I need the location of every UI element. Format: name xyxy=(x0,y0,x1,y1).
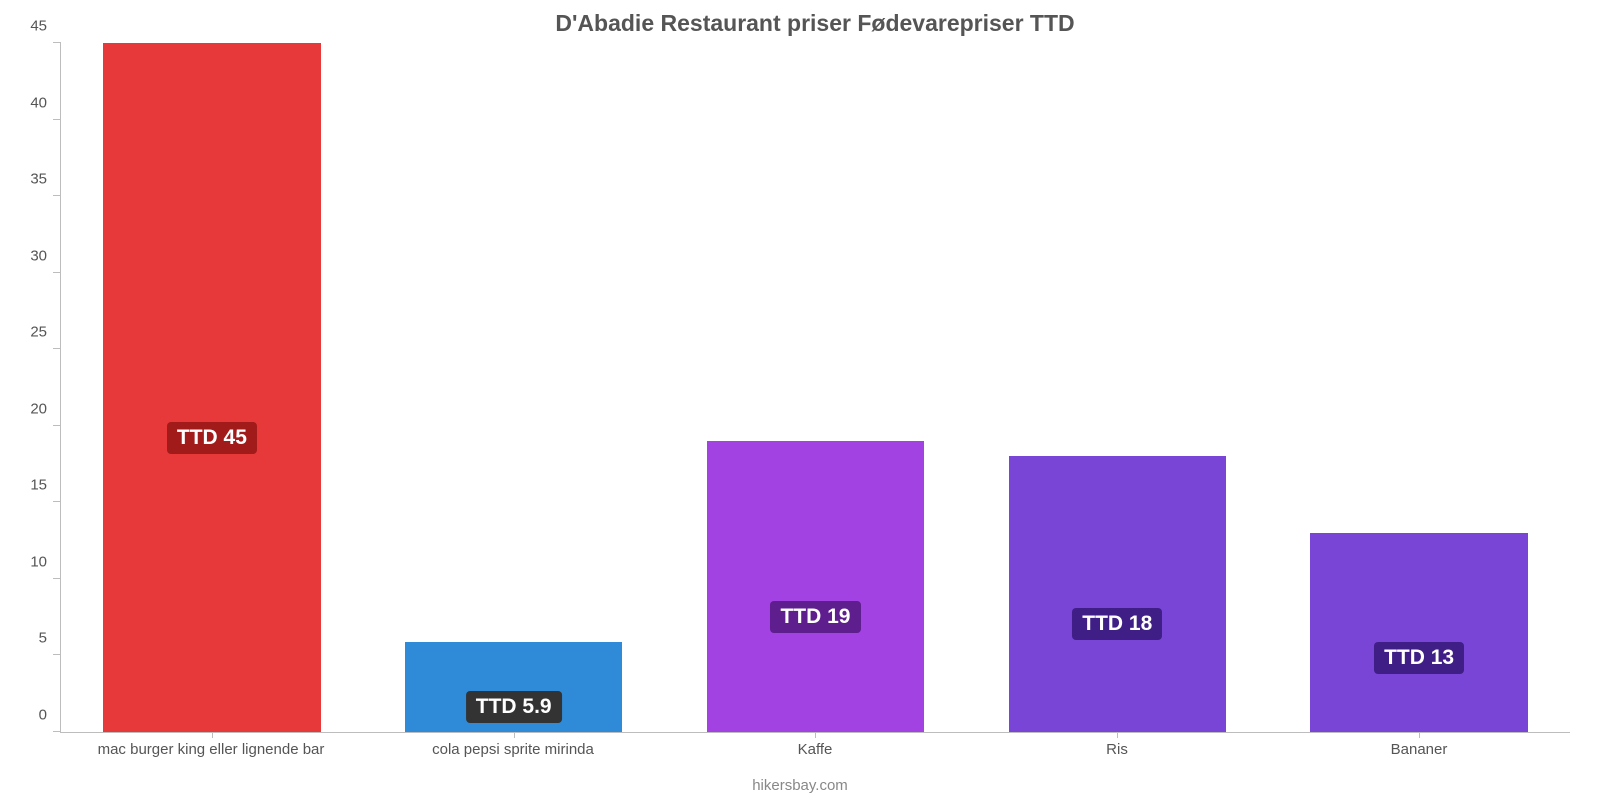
y-tick-label: 10 xyxy=(30,553,47,570)
x-axis-labels: mac burger king eller lignende barcola p… xyxy=(60,741,1570,758)
y-tick-label: 30 xyxy=(30,247,47,264)
chart-title: D'Abadie Restaurant priser Fødevareprise… xyxy=(60,10,1570,37)
bar-slot: TTD 19 xyxy=(665,43,967,732)
x-axis-label: cola pepsi sprite mirinda xyxy=(362,741,664,758)
y-tick xyxy=(53,578,61,579)
x-axis-label: Kaffe xyxy=(664,741,966,758)
x-axis-label: mac burger king eller lignende bar xyxy=(60,741,362,758)
y-tick xyxy=(53,195,61,196)
price-bar-chart: D'Abadie Restaurant priser Fødevareprise… xyxy=(0,0,1600,800)
value-badge: TTD 18 xyxy=(1072,608,1162,640)
y-tick-label: 0 xyxy=(39,707,47,724)
x-axis-label: Bananer xyxy=(1268,741,1570,758)
bar: TTD 18 xyxy=(1009,456,1226,732)
x-tick xyxy=(514,732,515,738)
y-tick xyxy=(53,425,61,426)
x-tick xyxy=(1419,732,1420,738)
bar-slot: TTD 5.9 xyxy=(363,43,665,732)
bar-slot: TTD 45 xyxy=(61,43,363,732)
y-tick-label: 20 xyxy=(30,400,47,417)
y-tick-label: 15 xyxy=(30,477,47,494)
bar-slot: TTD 18 xyxy=(966,43,1268,732)
y-tick xyxy=(53,119,61,120)
x-tick xyxy=(212,732,213,738)
bar: TTD 13 xyxy=(1310,533,1527,732)
x-tick xyxy=(1117,732,1118,738)
y-tick xyxy=(53,42,61,43)
bar-slot: TTD 13 xyxy=(1268,43,1570,732)
bars-container: TTD 45 TTD 5.9 TTD 19 TTD 18 TTD 13 xyxy=(61,43,1570,732)
bar: TTD 5.9 xyxy=(405,642,622,732)
y-tick xyxy=(53,348,61,349)
value-badge: TTD 5.9 xyxy=(466,691,562,723)
y-tick xyxy=(53,654,61,655)
value-badge: TTD 45 xyxy=(167,422,257,454)
value-badge: TTD 13 xyxy=(1374,642,1464,674)
y-tick-label: 35 xyxy=(30,171,47,188)
y-tick xyxy=(53,731,61,732)
y-tick-label: 5 xyxy=(39,630,47,647)
y-tick-label: 40 xyxy=(30,94,47,111)
value-badge: TTD 19 xyxy=(770,601,860,633)
y-tick-label: 45 xyxy=(30,18,47,35)
plot-area: TTD 45TTD 5.9TTD 19TTD 18TTD 13 05101520… xyxy=(60,43,1570,733)
y-tick-label: 25 xyxy=(30,324,47,341)
x-axis-label: Ris xyxy=(966,741,1268,758)
x-tick xyxy=(815,732,816,738)
y-tick xyxy=(53,501,61,502)
bar: TTD 19 xyxy=(707,441,924,732)
bar: TTD 45 xyxy=(103,43,320,732)
y-tick xyxy=(53,272,61,273)
attribution-text: hikersbay.com xyxy=(0,777,1600,794)
